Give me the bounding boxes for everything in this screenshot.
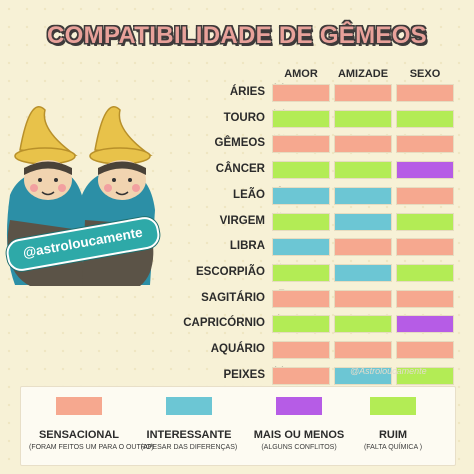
legend-sub-mais-ou-menos: (ALGUNS CONFLITOS)	[261, 444, 337, 451]
column-header-amor: AMOR	[284, 68, 318, 80]
cell-sexo	[396, 238, 454, 257]
legend-sub-interessante: (APESAR DAS DIFERENÇAS)	[140, 444, 238, 451]
cell-amizade	[334, 109, 392, 128]
cell-amor	[272, 289, 330, 308]
sign-row: GÊMEOS♊	[0, 133, 474, 154]
legend-item-sensacional: SENSACIONAL (FORAM FEITOS UM PARA O OUTR…	[29, 397, 154, 451]
cell-sexo	[396, 84, 454, 102]
watermark: @Astroloucamente	[350, 366, 427, 376]
sign-row: CÂNCER♋	[0, 159, 474, 180]
sign-row: ÁRIES♈	[0, 82, 474, 103]
cell-amor	[272, 366, 330, 385]
cell-amizade	[334, 212, 392, 231]
cell-sexo	[396, 135, 454, 154]
cell-sexo	[396, 263, 454, 282]
legend-swatch-interessante	[166, 397, 212, 415]
cell-amor	[272, 161, 330, 180]
cell-sexo	[396, 109, 454, 128]
column-header-amizade: AMIZADE	[337, 68, 389, 80]
cell-sexo	[396, 161, 454, 180]
sign-row: ESCORPIÃO♏	[0, 262, 474, 283]
legend-item-interessante: INTERESSANTE (APESAR DAS DIFERENÇAS)	[139, 397, 239, 451]
cell-amizade	[334, 238, 392, 257]
cell-amizade	[334, 161, 392, 180]
legend-sub-sensacional: (FORAM FEITOS UM PARA O OUTRO)	[29, 444, 154, 451]
sign-name: ÁRIES	[229, 86, 265, 98]
sign-row: TOURO♉	[0, 108, 474, 129]
sign-name: LEÃO	[233, 188, 265, 201]
sign-row: VIRGEM♍	[0, 211, 474, 232]
cell-amizade	[334, 341, 392, 359]
cell-sexo	[396, 186, 454, 205]
sign-name: CÂNCER	[215, 163, 265, 176]
column-header-sexo: SEXO	[409, 68, 441, 80]
legend-label-interessante: INTERESSANTE	[146, 429, 232, 441]
cell-sexo	[396, 341, 454, 359]
cell-sexo	[396, 212, 454, 231]
sign-row: CAPRICÓRNIO♑	[0, 313, 474, 334]
page-title: COMPATIBILIDADE DE GÊMEOS	[47, 22, 427, 49]
legend-swatch-mais-ou-menos	[276, 397, 322, 415]
legend-sub-ruim: (FALTA QUÍMICA )	[363, 444, 423, 451]
sign-name: PEIXES	[223, 368, 265, 381]
legend-label-sensacional: SENSACIONAL	[38, 429, 120, 441]
cell-sexo	[396, 289, 454, 308]
sign-name: GÊMEOS	[214, 137, 265, 150]
legend-swatch-sensacional	[56, 397, 102, 415]
legend-item-ruim: RUIM (FALTA QUÍMICA )	[343, 397, 443, 451]
cell-sexo	[396, 315, 454, 334]
cell-amizade	[334, 366, 392, 385]
sign-row: LEÃO♌	[0, 185, 474, 206]
sign-row: AQUÁRIO♒	[0, 339, 474, 360]
cell-amizade	[334, 289, 392, 308]
cell-amizade	[334, 84, 392, 102]
sign-name: ESCORPIÃO	[195, 265, 265, 278]
legend-label-mais-ou-menos: MAIS OU MENOS	[253, 429, 345, 441]
sign-row: SAGITÁRIO♐	[0, 288, 474, 309]
sign-name: VIRGEM	[219, 214, 265, 227]
cell-amizade	[334, 135, 392, 154]
cell-amor	[272, 109, 330, 128]
cell-amizade	[334, 315, 392, 334]
legend-swatch-ruim	[370, 397, 416, 415]
sign-row: LIBRA♎	[0, 236, 474, 257]
sign-name: SAGITÁRIO	[201, 291, 265, 304]
cell-amor	[272, 212, 330, 231]
cell-amor	[272, 263, 330, 282]
cell-amizade	[334, 186, 392, 205]
cell-amor	[272, 135, 330, 154]
legend-label-ruim: RUIM	[378, 429, 408, 441]
legend: SENSACIONAL (FORAM FEITOS UM PARA O OUTR…	[20, 386, 456, 466]
cell-amizade	[334, 263, 392, 282]
sign-name: TOURO	[223, 111, 265, 124]
cell-sexo	[396, 366, 454, 385]
sign-name: AQUÁRIO	[210, 343, 265, 355]
legend-item-mais-ou-menos: MAIS OU MENOS (ALGUNS CONFLITOS)	[249, 397, 349, 451]
cell-amor	[272, 84, 330, 102]
sign-name: CAPRICÓRNIO	[183, 317, 265, 330]
sign-name: LIBRA	[229, 240, 265, 253]
sign-row: PEIXES♓	[0, 365, 474, 386]
cell-amor	[272, 315, 330, 334]
cell-amor	[272, 186, 330, 205]
cell-amor	[272, 341, 330, 359]
cell-amor	[272, 238, 330, 257]
